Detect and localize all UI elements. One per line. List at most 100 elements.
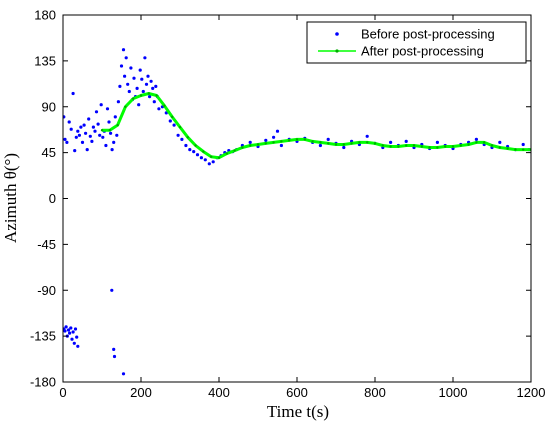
data-point [132,76,136,80]
line-marker [311,140,314,143]
x-tick-label: 400 [208,385,230,400]
line-marker [288,139,291,142]
data-point [87,117,91,121]
data-point [68,331,72,335]
data-point [498,140,502,144]
data-point [279,143,283,148]
data-point [77,133,81,137]
line-marker [358,141,361,144]
data-point [157,107,161,111]
data-point [119,64,124,68]
data-point [67,120,71,124]
line-marker [233,149,236,152]
line-marker [334,143,338,146]
x-tick-label: 0 [59,385,66,400]
data-point [64,325,68,329]
line-marker [210,155,213,158]
data-point [72,341,76,345]
line-marker [139,94,143,97]
data-point [184,143,188,148]
legend-label-after: After post-processing [361,44,484,59]
data-point [94,110,99,114]
data-point [148,95,152,99]
line-marker [467,143,470,146]
line-marker [256,143,260,146]
data-point [172,123,176,127]
y-tick-label: 90 [42,99,56,114]
data-point [85,148,89,152]
data-point [107,120,111,124]
line-marker [249,144,252,147]
data-point [326,137,330,141]
data-point [199,156,203,160]
line-marker [124,105,127,109]
line-marker [171,115,174,119]
data-point [96,122,100,126]
y-tick-label: -180 [30,375,56,390]
data-point [69,127,73,131]
y-axis-title: Azimuth θ(°) [1,153,20,243]
data-point [151,86,155,90]
line-marker [202,150,205,153]
data-point [192,150,196,154]
legend-box [306,21,527,64]
line-marker [373,142,377,145]
data-point [109,131,113,135]
x-tick-label: 600 [286,385,308,400]
data-point [248,140,252,144]
x-tick-label: 200 [130,385,152,400]
data-point [104,143,108,148]
line-marker [132,97,135,100]
data-point [188,148,192,152]
line-marker [163,104,166,107]
data-point [146,74,150,78]
y-tick-label: 45 [42,145,56,160]
data-point [365,134,369,138]
line-marker [241,146,244,149]
line-marker [217,156,221,159]
line-marker [108,129,112,132]
plot-frame [62,14,532,383]
data-point [63,329,67,333]
data-point [105,107,110,111]
data-point [176,133,180,137]
data-point [84,131,88,135]
y-tick-label: 180 [34,8,56,23]
y-tick-label: 135 [34,53,56,68]
line-marker [483,141,486,144]
x-tick-label: 1000 [439,385,468,400]
line-marker [303,138,306,141]
line-marker [327,142,330,145]
line-marker [366,141,369,144]
data-point [124,56,128,60]
data-point [474,137,478,141]
data-point [138,68,142,72]
data-point [101,135,105,139]
data-point [141,89,145,94]
line-marker [186,136,189,139]
data-point [73,327,78,331]
data-point [63,137,67,141]
line-marker [428,146,431,149]
line-marker [389,145,392,148]
data-point [521,142,525,147]
data-point [91,125,95,129]
data-point [76,129,80,133]
data-point [137,103,141,107]
y-tick-label: -45 [37,237,56,252]
data-point [126,82,130,86]
data-point [211,160,215,164]
data-point [113,115,117,119]
data-point [272,135,276,139]
line-marker [319,141,322,144]
data-point [112,347,116,351]
data-point [112,140,116,144]
line-marker [280,140,283,143]
data-point [98,133,102,137]
line-marker [451,145,455,148]
data-point [116,100,120,104]
data-point [180,137,184,141]
data-point [149,79,153,83]
line-marker [350,142,353,145]
data-point [110,148,114,152]
